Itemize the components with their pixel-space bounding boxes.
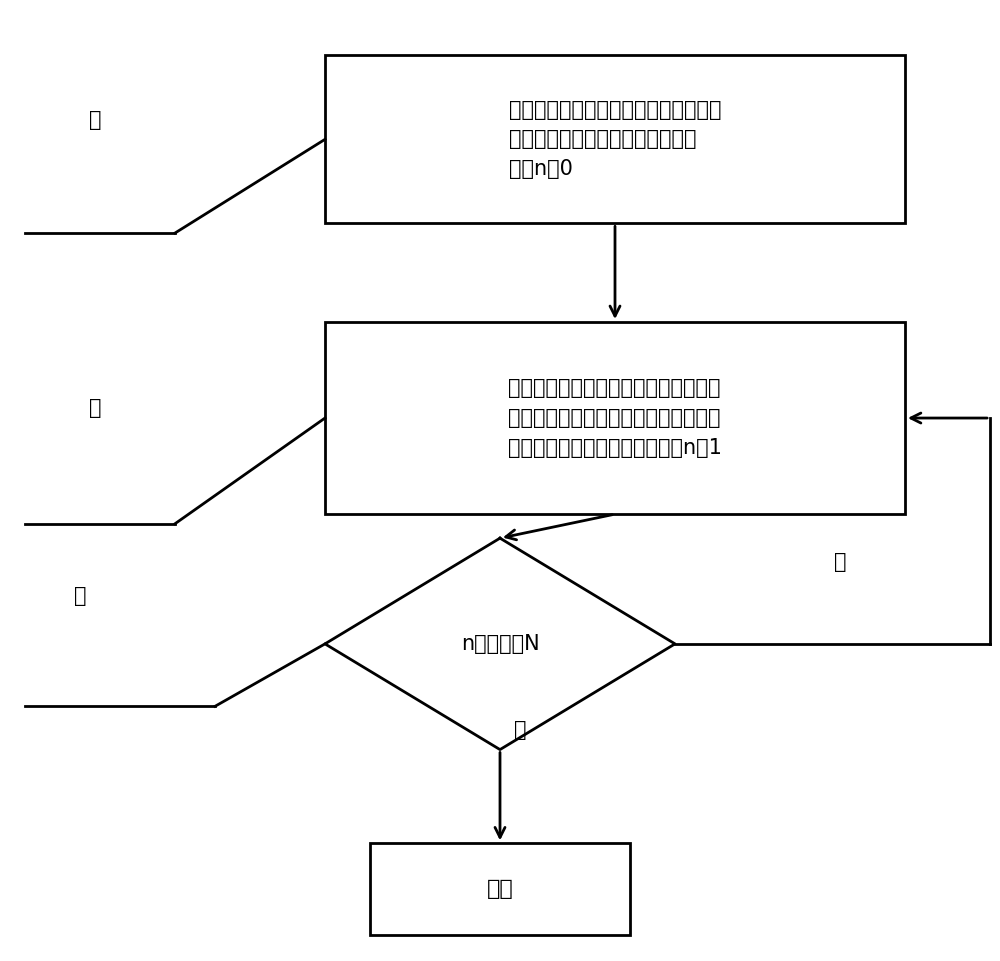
Text: 否: 否 [834, 553, 846, 572]
Text: 三: 三 [74, 586, 86, 605]
Bar [325, 322, 905, 514]
Text: 步进电机驱动器向步进电机施加一个反
向脉冲信号，使汽车仪表指针向汽车仪
表的原点处移动一个步距，并令n加1: 步进电机驱动器向步进电机施加一个反 向脉冲信号，使汽车仪表指针向汽车仪 表的原点… [508, 379, 722, 457]
Text: 二: 二 [89, 399, 101, 418]
Text: n是否等于N: n是否等于N [461, 634, 539, 653]
Text: 是: 是 [514, 721, 526, 740]
Bar [325, 55, 905, 223]
Text: 给驱动汽车仪表指针的步进电机上电；
同时在寄存器中设置反向脉冲信号
数目n为0: 给驱动汽车仪表指针的步进电机上电； 同时在寄存器中设置反向脉冲信号 数目n为0 [509, 100, 721, 179]
Text: 结束: 结束 [487, 879, 513, 899]
Bar [370, 844, 630, 934]
Text: 一: 一 [89, 111, 101, 130]
